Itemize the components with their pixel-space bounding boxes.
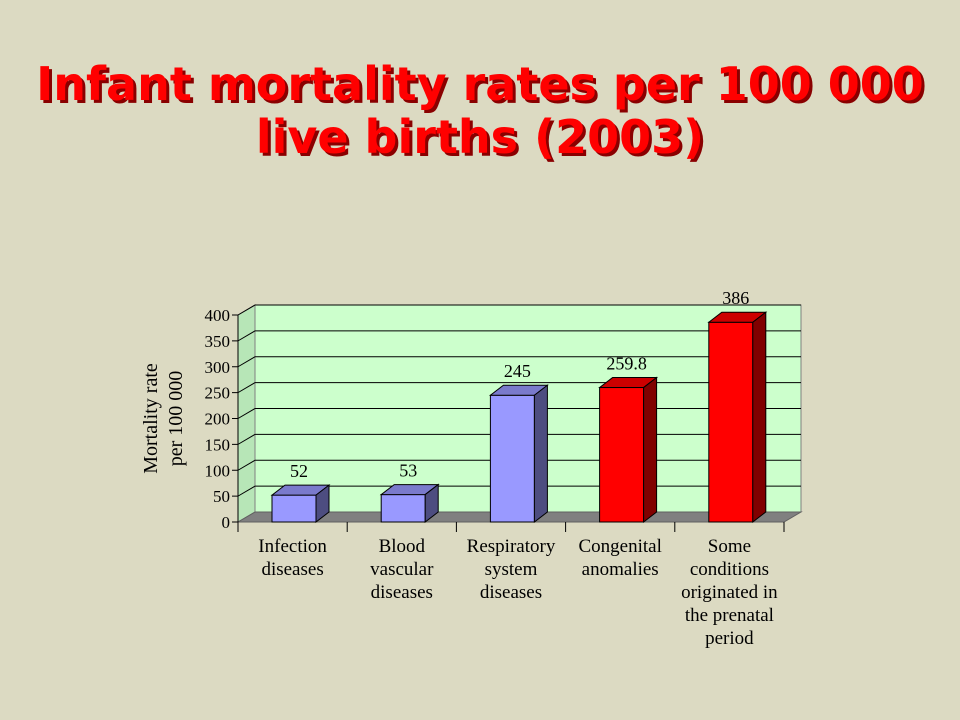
chart-title-line-2: live births (2003) bbox=[255, 109, 705, 164]
bar bbox=[271, 494, 317, 523]
y-axis-label: per 100 000 bbox=[165, 371, 187, 467]
x-tick-label: Congenital anomalies bbox=[579, 536, 662, 580]
gridline bbox=[237, 304, 801, 316]
bar-side-face bbox=[643, 376, 658, 524]
bar-side-face bbox=[424, 483, 439, 524]
bar bbox=[599, 387, 645, 523]
bar-side-face bbox=[752, 311, 767, 524]
x-tick-label: Respiratory system diseases bbox=[467, 536, 556, 603]
chart-title-line-1: Infant mortality rates per 100 000 bbox=[36, 57, 924, 111]
y-tick-label: 0 bbox=[222, 513, 231, 532]
bar bbox=[708, 321, 754, 523]
data-label: 52 bbox=[290, 461, 308, 481]
bar-side-face bbox=[533, 384, 548, 524]
y-tick-label: 250 bbox=[205, 384, 231, 403]
bar-side-face bbox=[315, 484, 330, 524]
x-tick-label: Blood vascular diseases bbox=[370, 536, 434, 603]
y-tick-label: 150 bbox=[205, 435, 231, 454]
y-tick-label: 350 bbox=[205, 332, 231, 351]
data-label: 259.8 bbox=[606, 354, 647, 374]
y-tick-label: 100 bbox=[205, 461, 231, 480]
y-tick-label: 400 bbox=[205, 306, 231, 325]
gridline bbox=[237, 356, 801, 368]
y-tick-label: 300 bbox=[205, 358, 231, 377]
y-axis-label: Mortality rate bbox=[140, 363, 162, 474]
data-label: 245 bbox=[504, 361, 531, 381]
bar bbox=[380, 494, 426, 523]
chart-title: Infant mortality rates per 100 000 live … bbox=[0, 58, 960, 164]
data-label: 386 bbox=[722, 288, 749, 308]
gridline bbox=[237, 330, 801, 342]
bar bbox=[489, 394, 535, 523]
x-tick-label: Some conditions originated in the prenatal p… bbox=[681, 536, 778, 649]
x-tick-label: Infection diseases bbox=[258, 536, 327, 580]
y-tick-label: 50 bbox=[213, 487, 230, 506]
data-label: 53 bbox=[399, 461, 417, 481]
y-tick-label: 200 bbox=[205, 410, 231, 429]
